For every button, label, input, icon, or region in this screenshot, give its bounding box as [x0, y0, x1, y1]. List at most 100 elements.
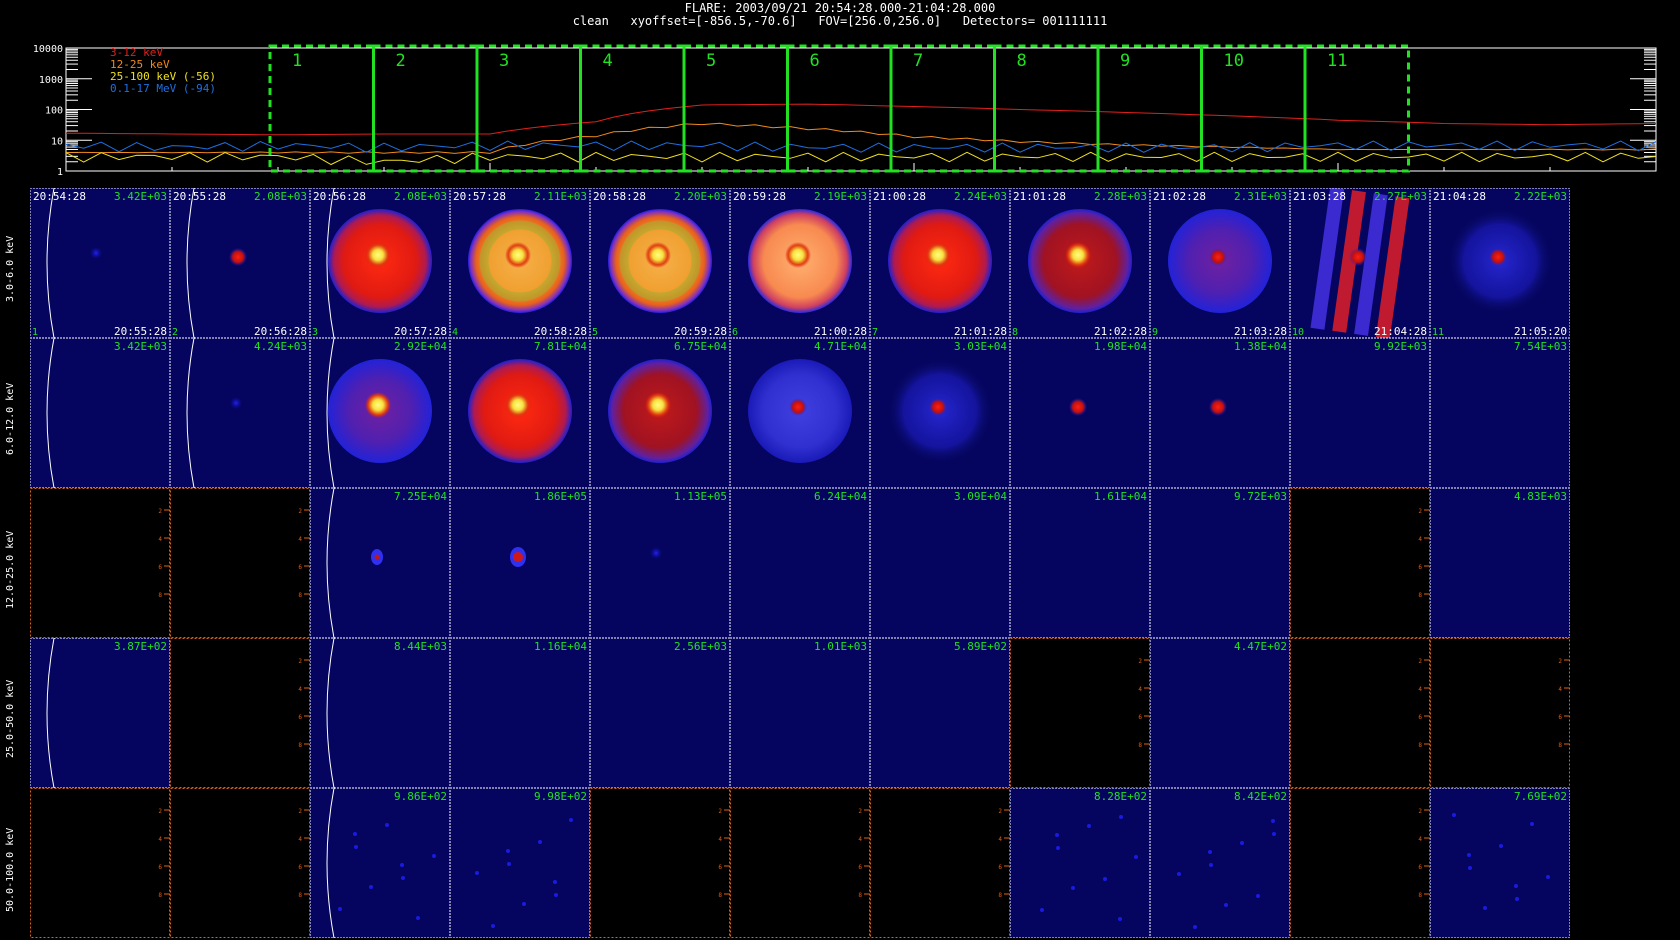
interval-start-time: 20:55:28	[173, 190, 226, 203]
red-core	[1489, 248, 1507, 266]
frame-tick-label: 4	[1418, 686, 1422, 693]
panel-background	[1290, 788, 1430, 938]
panel-background	[1290, 638, 1430, 788]
interval-label-11: 11	[1327, 51, 1347, 71]
interval-start-time: 21:00:28	[873, 190, 926, 203]
header-line-1: FLARE: 2003/09/21 20:54:28.000-21:04:28.…	[684, 1, 996, 15]
peak-value: 7.69E+02	[1514, 790, 1567, 803]
noise-speck	[506, 849, 510, 853]
panel-background	[590, 638, 730, 788]
noise-speck	[522, 902, 526, 906]
interval-box-3	[475, 44, 582, 173]
noise-speck	[1118, 917, 1122, 921]
frame-tick-label: 6	[998, 864, 1002, 871]
interval-box-7	[889, 44, 996, 173]
hot-core	[1065, 242, 1091, 268]
frame-tick-label: 8	[858, 892, 862, 899]
peak-value: 9.98E+02	[534, 790, 587, 803]
noise-speck	[354, 845, 358, 849]
image-panel: 7.54E+03	[1430, 338, 1570, 488]
frame-tick-label: 6	[1418, 864, 1422, 871]
panel-frame	[450, 788, 590, 938]
noise-speck	[475, 871, 479, 875]
noise-speck	[1193, 925, 1197, 929]
frame-tick-label: 4	[298, 686, 302, 693]
peak-value: 3.09E+04	[954, 490, 1007, 503]
panel-frame	[450, 338, 590, 488]
interval-end-time: 21:03:28	[1234, 325, 1287, 338]
frame-tick-label: 6	[158, 564, 162, 571]
peak-value: 2.27E+03	[1374, 190, 1427, 203]
panel-frame	[310, 788, 450, 938]
panel-frame	[1150, 788, 1290, 938]
panel-frame	[170, 188, 310, 338]
y-tick-label: 1	[57, 167, 63, 175]
image-panel: 6.24E+04	[730, 488, 870, 638]
panel-frame	[30, 188, 170, 338]
hot-core	[785, 242, 811, 268]
panel-frame	[1010, 788, 1150, 938]
frame-tick-label: 2	[158, 508, 162, 515]
streak-artifact	[1375, 196, 1410, 339]
noise-speck	[401, 876, 405, 880]
peak-value: 1.86E+05	[534, 490, 587, 503]
panel-background	[450, 638, 590, 788]
panel-frame	[730, 638, 870, 788]
frame-tick-label: 6	[298, 564, 302, 571]
image-panel: 2 4 6 8	[1010, 638, 1150, 788]
noise-speck	[1256, 894, 1260, 898]
noise-speck	[1134, 855, 1138, 859]
hot-core	[365, 392, 391, 418]
interval-end-time: 21:02:28	[1094, 325, 1147, 338]
panel-background	[730, 488, 870, 638]
peak-value: 1.13E+05	[674, 490, 727, 503]
panel-background	[1430, 338, 1570, 488]
peak-value: 2.20E+03	[674, 190, 727, 203]
solar-limb	[326, 637, 335, 789]
panel-frame	[870, 638, 1010, 788]
frame-tick-label: 6	[158, 864, 162, 871]
solar-limb	[326, 487, 335, 639]
image-panel: 2.22E+03 21:04:28 21:05:20 11	[1430, 188, 1570, 338]
empty-panel-frame	[1010, 638, 1150, 788]
panel-background	[450, 788, 590, 938]
frame-tick-label: 8	[1418, 592, 1422, 599]
interval-index: 10	[1292, 327, 1304, 338]
peak-value: 2.08E+03	[254, 190, 307, 203]
panel-background	[870, 488, 1010, 638]
panel-background	[730, 788, 870, 938]
noise-speck	[1514, 884, 1518, 888]
noise-speck	[1483, 906, 1487, 910]
interval-label-1: 1	[292, 51, 302, 71]
blue-dot	[230, 397, 242, 409]
noise-speck	[385, 823, 389, 827]
panel-background	[30, 338, 170, 488]
image-panel: 7.81E+04	[450, 338, 590, 488]
noise-speck	[1452, 813, 1456, 817]
frame-tick-label: 4	[298, 536, 302, 543]
image-panel: 9.98E+02	[450, 788, 590, 938]
interval-box-4	[579, 44, 686, 173]
interval-index: 4	[452, 327, 458, 338]
interval-end-time: 20:55:28	[114, 325, 167, 338]
image-panel: 3.42E+03	[30, 337, 170, 489]
empty-panel-frame	[590, 788, 730, 938]
solar-limb	[186, 337, 195, 489]
peak-value: 4.47E+02	[1234, 640, 1287, 653]
interval-box-11	[1303, 44, 1410, 173]
interval-start-time: 20:58:28	[593, 190, 646, 203]
interval-index: 8	[1012, 327, 1018, 338]
noise-speck	[1087, 824, 1091, 828]
series-line-3	[65, 151, 1657, 166]
image-panel: 7.25E+04	[310, 487, 450, 639]
panel-frame	[590, 638, 730, 788]
noise-speck	[432, 854, 436, 858]
panel-background	[870, 638, 1010, 788]
noise-speck	[1119, 815, 1123, 819]
image-panel: 2.08E+03 20:55:28 20:56:28 2	[170, 188, 310, 339]
frame-tick-label: 8	[158, 892, 162, 899]
interval-label-5: 5	[706, 51, 716, 71]
interval-box-10	[1200, 44, 1307, 173]
series-line-2	[65, 122, 1657, 154]
peak-value: 2.19E+03	[814, 190, 867, 203]
